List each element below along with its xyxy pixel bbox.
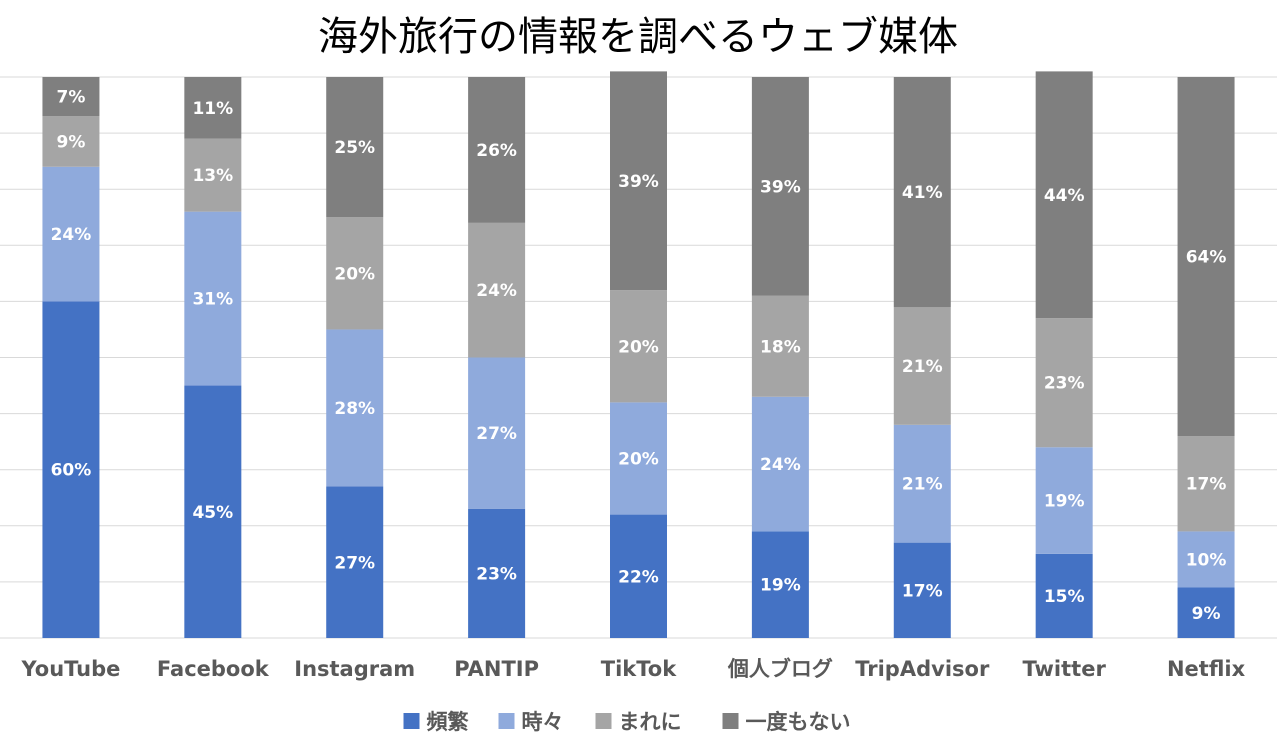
x-tick-label: YouTube [20,657,120,681]
data-label: 26% [476,141,517,161]
data-label: 39% [760,177,801,197]
legend-label: まれに [619,710,682,734]
bar-segment [42,77,100,117]
x-axis: YouTube Facebook Instagram PANTIP TikTok 個人ブロ… [20,657,1245,681]
x-tick-label: Facebook [157,657,270,681]
bar-segment [468,77,526,223]
bars [42,71,1235,638]
bar-segment [751,531,809,638]
data-label: 9% [1192,604,1221,624]
bar-segment [751,396,809,532]
data-label: 15% [1044,587,1085,607]
bar-segment [610,514,667,638]
legend-label: 一度もない [746,710,851,734]
bar-segment [1177,531,1235,588]
bar-segment [1035,318,1093,448]
data-label: 13% [192,166,233,186]
data-label: 19% [1044,492,1085,512]
data-label: 22% [618,567,659,587]
x-tick-label: TikTok [601,657,677,681]
legend: 頻繁 時々 まれに 一度もない [403,710,851,734]
bar-segment [610,290,667,403]
bar-segment [893,307,951,425]
data-label: 27% [476,424,517,444]
data-label: 10% [1186,550,1227,570]
legend-swatch [722,713,739,729]
x-tick-label: Instagram [294,657,415,681]
bar-segment [42,116,100,167]
bar-segment [326,77,384,218]
legend-label: 時々 [522,710,564,734]
data-label: 23% [1044,374,1085,394]
x-tick-label: PANTIP [454,657,539,681]
legend-label: 頻繁 [427,710,470,734]
data-label: 44% [1044,186,1085,206]
bar-segment [42,166,100,302]
legend-swatch [595,713,612,729]
bar-segment [1177,587,1235,638]
bar-segment [184,211,242,386]
bar-segment [893,77,951,308]
data-label: 31% [192,290,233,310]
data-label: 7% [57,88,86,108]
x-tick-label: 個人ブログ [727,657,833,681]
x-tick-label: Netflix [1167,657,1246,681]
bar-segment [1035,71,1093,319]
bar-segment [326,217,384,330]
bar-segment [893,424,951,543]
legend-swatch [498,713,515,729]
bar-segment [184,385,242,638]
data-label: 24% [476,281,517,301]
bar-segment [610,71,667,291]
data-label: 17% [902,581,943,601]
bar-segment [751,77,809,296]
bar-segment [893,542,951,638]
chart-title: 海外旅行の情報を調べるウェブ媒体 [318,14,958,60]
data-label: 20% [618,449,659,469]
data-label: 25% [334,138,375,158]
bar-segment [1035,553,1093,638]
bar-segment [1177,77,1235,437]
data-label: 11% [192,99,233,119]
legend-swatch [403,713,420,729]
bar-segment [751,295,809,397]
bar-segment [326,486,384,638]
data-labels: 60% 24% 9% 7% 45% 31% 13% 11% 27% 28% 20% 25% 23% 27%… [51,88,1227,624]
bar-segment [184,77,242,139]
bar-segment [1035,447,1093,554]
data-label: 21% [902,357,943,377]
data-label: 17% [1186,475,1227,495]
data-label: 20% [334,264,375,284]
bar-segment [326,329,384,487]
data-label: 9% [57,133,86,153]
x-tick-label: TripAdvisor [855,657,990,681]
data-label: 45% [192,503,233,523]
bar-segment [468,222,526,358]
data-label: 18% [760,337,801,357]
data-label: 28% [334,399,375,419]
data-label: 24% [760,455,801,475]
data-label: 19% [760,576,801,596]
data-label: 27% [334,553,375,573]
data-label: 24% [51,225,92,245]
bar-segment [42,301,100,638]
data-label: 64% [1186,248,1227,268]
data-label: 39% [618,172,659,192]
bar-segment [468,357,526,509]
bar-segment [1177,436,1235,532]
bar-segment [468,508,526,638]
data-label: 20% [618,337,659,357]
bar-segment [610,402,667,515]
data-label: 21% [902,475,943,495]
bar-segment [184,138,242,212]
data-label: 23% [476,564,517,584]
data-label: 41% [902,183,943,203]
x-tick-label: Twitter [1023,657,1107,681]
data-label: 60% [51,461,92,481]
